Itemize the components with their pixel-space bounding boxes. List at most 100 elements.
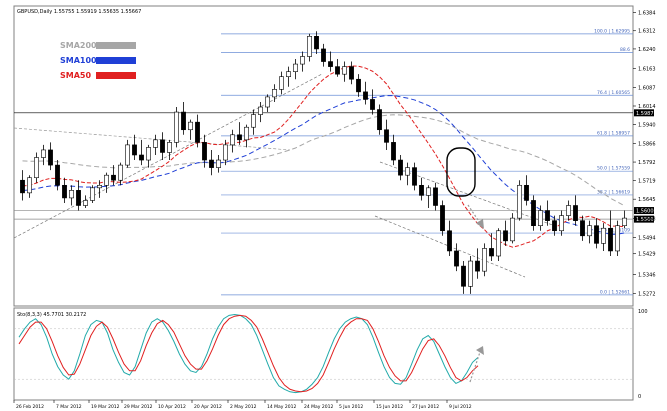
fibonacci-label: 88.6 (620, 47, 630, 53)
candle-body (419, 184, 424, 196)
fibonacci-label: 100.0 | 1.62995 (594, 28, 630, 34)
projection-arrowhead (476, 219, 484, 229)
price-tick-label: 1.5272 (638, 291, 656, 297)
candle-body (384, 129, 389, 143)
candle-body (426, 187, 431, 196)
candle-body (412, 167, 417, 186)
candle-body (111, 174, 116, 181)
candle-body (447, 230, 452, 252)
time-tick-label: 20 Apr 2012 (194, 404, 222, 410)
candle-body (594, 225, 599, 244)
fibonacci-label: 23.6 | 1.55109 (597, 228, 630, 234)
candle-body (454, 250, 459, 267)
trend-line (13, 73, 323, 239)
time-tick-label: 24 May 2012 (304, 404, 333, 410)
candle-body (209, 159, 214, 168)
legend: SMA200 SMA100 SMA50 (60, 41, 136, 80)
candle-body (531, 200, 536, 226)
candle-body (314, 36, 319, 50)
candle-body (496, 230, 501, 257)
candle-body (398, 159, 403, 176)
time-tick-label: 15 Jun 2012 (376, 404, 403, 410)
candles (20, 31, 627, 294)
candle-body (230, 134, 235, 146)
legend-swatch (96, 72, 136, 79)
candle-body (566, 205, 571, 216)
time-tick-label: 14 May 2012 (267, 404, 296, 410)
legend-swatch (96, 42, 136, 49)
legend-label: SMA200 (60, 41, 97, 50)
candle-body (300, 56, 305, 65)
price-tick-label: 1.5429 (638, 252, 656, 258)
candle-body (321, 48, 326, 62)
candle-body (517, 184, 522, 219)
candle-body (34, 157, 39, 179)
candle-body (216, 159, 221, 168)
candle-body (104, 174, 109, 186)
candle-body (580, 220, 585, 237)
price-tick-label: 1.5494 (638, 235, 656, 241)
candle-body (538, 210, 543, 226)
stochastic-title: Sto(8,3,3) 45.7701 30.2172 (17, 312, 86, 318)
candle-body (202, 142, 207, 161)
candle-body (370, 99, 375, 110)
candle-body (587, 225, 592, 237)
candle-body (524, 184, 529, 201)
candle-body (265, 96, 270, 108)
price-marker-box (634, 207, 654, 215)
candle-body (27, 177, 32, 194)
fibonacci-levels: 100.0 | 1.62995 88.6 76.4 | 1.60565 61.8 | … (221, 28, 633, 295)
candle-body (545, 210, 550, 221)
stochastic-plot-area (13, 307, 634, 401)
candle-body (174, 111, 179, 143)
candle-body (181, 111, 186, 131)
candle-body (153, 139, 158, 148)
candle-body (475, 260, 480, 272)
highlight-ellipse (446, 147, 476, 197)
price-tick-label: 1.5866 (638, 141, 656, 147)
price-markers: 1.5987 1.5600 1.5566 (14, 109, 654, 223)
price-axis: 1.63841.63121.62401.61631.60871.60141.59… (633, 11, 656, 297)
price-tick-label: 1.5719 (638, 178, 656, 184)
time-tick-label: 29 Mar 2012 (124, 404, 153, 410)
candle-body (503, 230, 508, 242)
candle-body (405, 167, 410, 176)
time-axis: 26 Feb 2012 7 Mar 2012 19 Mar 2012 29 Mar 2… (13, 400, 472, 410)
candle-body (489, 248, 494, 257)
price-tick-label: 1.6163 (638, 66, 656, 72)
fibonacci-label: 61.8 | 1.58957 (597, 130, 630, 136)
price-tick-label: 1.5568 (638, 217, 656, 223)
sma50-line (22, 65, 625, 248)
candle-body (286, 71, 291, 78)
fibonacci-label: 38.2 | 1.56619 (597, 189, 630, 195)
candle-body (601, 227, 606, 244)
price-tick-label: 1.5792 (638, 160, 656, 166)
price-tick-label: 1.5940 (638, 123, 656, 129)
price-tick-label: 1.5346 (638, 273, 656, 279)
fibonacci-label: 0.0 | 1.52661 (600, 289, 630, 295)
fibonacci-label: 50.0 | 1.57559 (597, 166, 630, 172)
stochastic-d-line (18, 314, 479, 393)
candle-body (97, 184, 102, 189)
candle-body (118, 164, 123, 181)
annotations (446, 147, 484, 229)
candle-body (90, 187, 95, 201)
time-tick-label: 5 Jun 2012 (339, 404, 363, 410)
candle-body (559, 215, 564, 232)
candle-body (615, 225, 620, 252)
candle-body (48, 149, 53, 166)
candle-body (349, 66, 354, 80)
candle-body (195, 121, 200, 143)
candle-body (279, 76, 284, 90)
price-marker-label: 1.5987 (636, 111, 654, 117)
candle-body (440, 205, 445, 232)
candle-body (622, 217, 627, 226)
chart-title: GBPUSD,Daily 1.55755 1.55919 1.55635 1.5… (17, 9, 141, 15)
candle-body (552, 220, 557, 232)
candle-body (237, 134, 242, 141)
price-tick-label: 1.5645 (638, 197, 656, 203)
candle-body (391, 142, 396, 161)
candle-body (125, 144, 130, 166)
candle-body (356, 78, 361, 93)
